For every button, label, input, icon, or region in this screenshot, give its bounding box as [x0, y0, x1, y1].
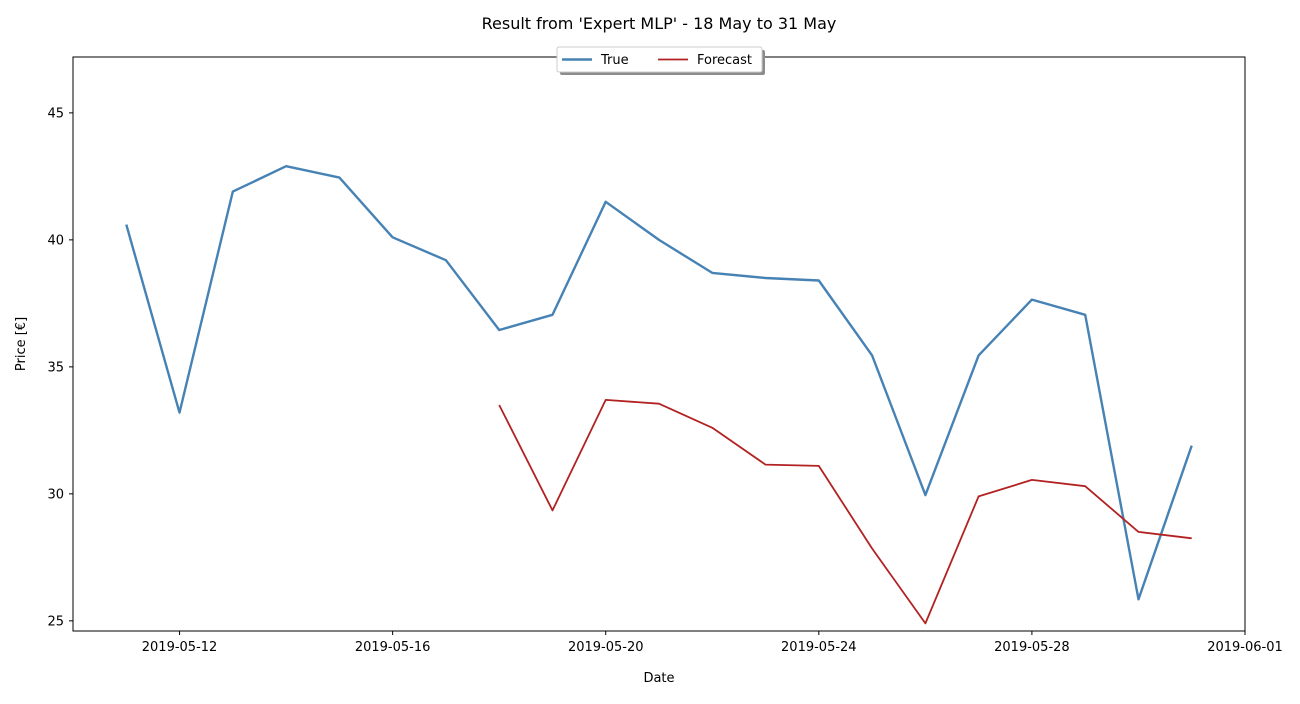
y-tick-label: 45: [47, 106, 64, 121]
y-tick-label: 30: [47, 487, 64, 502]
series-line-forecast: [498, 398, 1192, 625]
x-tick-label: 2019-05-16: [355, 640, 431, 655]
x-tick-label: 2019-05-24: [781, 640, 857, 655]
legend: True Forecast: [556, 46, 765, 75]
x-tick-label: 2019-05-12: [142, 640, 218, 655]
y-tick-label: 35: [47, 360, 64, 375]
y-tick-label: 25: [47, 614, 64, 629]
x-axis-label: Date: [643, 671, 674, 686]
y-tick-label: 40: [47, 233, 64, 248]
x-tick-label: 2019-05-20: [568, 640, 644, 655]
x-tick-label: 2019-06-01: [1207, 640, 1283, 655]
y-axis-label: Price [€]: [14, 317, 29, 371]
chart-title: Result from 'Expert MLP' - 18 May to 31 …: [482, 14, 837, 33]
axis-ticks: 2019-05-12 2019-05-16 2019-05-20 2019-05-24…: [47, 106, 1282, 655]
series-line-true: [125, 164, 1193, 601]
plot-area-frame: [72, 56, 1246, 632]
legend-label-forecast: Forecast: [697, 53, 752, 68]
series-lines: [125, 164, 1193, 625]
x-tick-label: 2019-05-28: [994, 640, 1070, 655]
legend-label-true: True: [600, 53, 629, 68]
